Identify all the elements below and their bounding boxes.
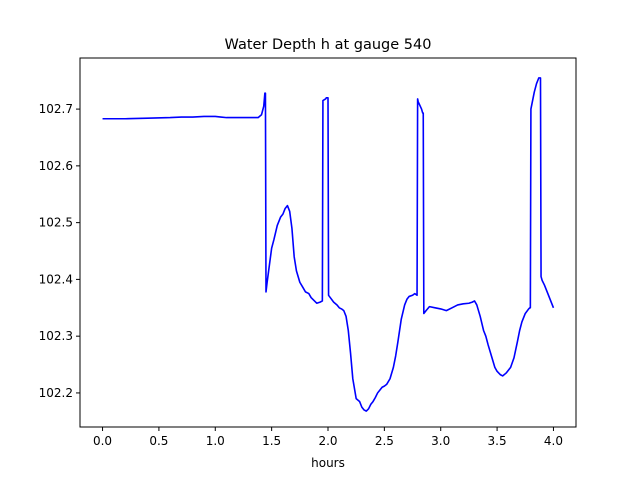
y-tick-label: 102.3 — [39, 329, 73, 343]
x-tick-label: 1.0 — [206, 434, 225, 448]
x-axis-label: hours — [311, 456, 345, 470]
chart-title: Water Depth h at gauge 540 — [225, 37, 432, 53]
y-tick-label: 102.2 — [39, 386, 73, 400]
x-tick-label: 0.0 — [93, 434, 112, 448]
x-axis: 0.0 0.5 1.0 1.5 2.0 2.5 3.0 3.5 4.0 — [93, 427, 563, 448]
x-tick-label: 0.5 — [149, 434, 168, 448]
x-tick-label: 2.5 — [375, 434, 394, 448]
series-line — [102, 77, 555, 412]
series-layer — [102, 77, 555, 412]
x-tick-label: 1.5 — [262, 434, 281, 448]
x-tick-label: 3.0 — [431, 434, 450, 448]
y-tick-label: 102.7 — [39, 102, 73, 116]
y-tick-label: 102.5 — [39, 216, 73, 230]
y-tick-label: 102.6 — [39, 159, 73, 173]
x-tick-label: 2.0 — [318, 434, 337, 448]
y-axis: 102.2 102.3 102.4 102.5 102.6 102.7 — [39, 102, 80, 400]
x-tick-label: 3.5 — [488, 434, 507, 448]
x-tick-label: 4.0 — [544, 434, 563, 448]
y-tick-label: 102.4 — [39, 272, 73, 286]
